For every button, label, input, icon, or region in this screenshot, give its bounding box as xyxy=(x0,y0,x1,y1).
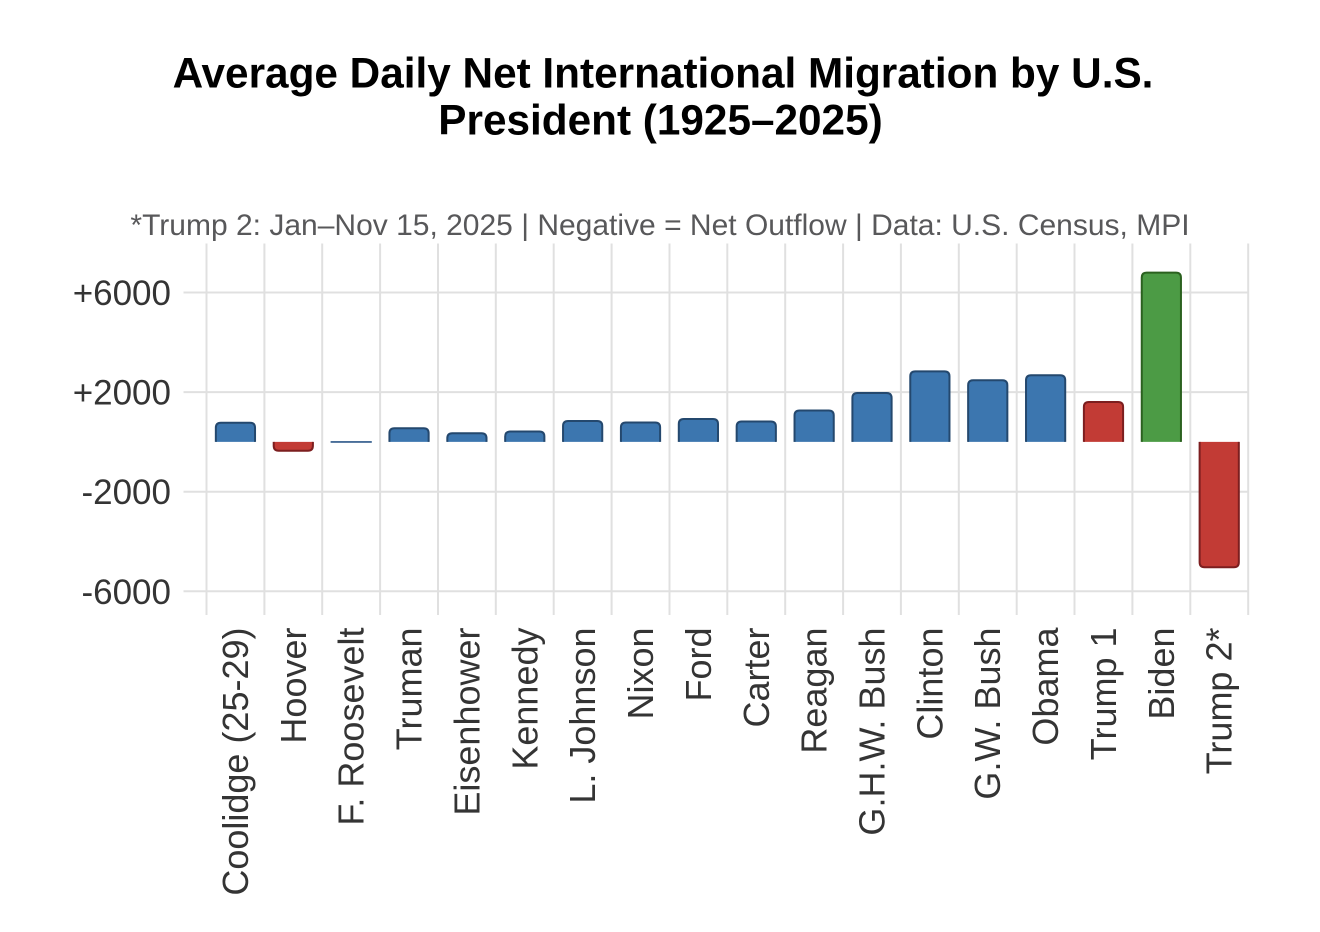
svg-text:Obama: Obama xyxy=(1025,627,1066,746)
svg-text:Ford: Ford xyxy=(678,628,719,702)
svg-text:Kennedy: Kennedy xyxy=(504,628,545,770)
svg-text:Carter: Carter xyxy=(736,628,777,728)
svg-text:Trump 2*: Trump 2* xyxy=(1199,628,1240,775)
svg-text:Truman: Truman xyxy=(389,628,430,751)
svg-text:Clinton: Clinton xyxy=(909,628,950,740)
svg-text:Trump 1: Trump 1 xyxy=(1083,628,1124,761)
svg-text:G.W. Bush: G.W. Bush xyxy=(967,628,1008,800)
svg-text:President (1925–2025): President (1925–2025) xyxy=(438,97,882,144)
svg-text:*Trump 2: Jan–Nov 15, 2025 | N: *Trump 2: Jan–Nov 15, 2025 | Negative = … xyxy=(130,209,1189,242)
svg-text:G.H.W. Bush: G.H.W. Bush xyxy=(852,628,893,836)
svg-text:+2000: +2000 xyxy=(73,374,171,413)
svg-text:Eisenhower: Eisenhower xyxy=(446,627,487,815)
svg-text:Biden: Biden xyxy=(1141,628,1182,720)
svg-text:L. Johnson: L. Johnson xyxy=(562,628,603,804)
svg-text:+6000: +6000 xyxy=(73,274,171,313)
svg-text:Average Daily Net Internationa: Average Daily Net International Migratio… xyxy=(173,50,1154,97)
svg-text:Nixon: Nixon xyxy=(620,628,661,720)
svg-text:Hoover: Hoover xyxy=(273,628,314,744)
svg-text:-6000: -6000 xyxy=(81,573,171,612)
svg-text:F. Roosevelt: F. Roosevelt xyxy=(331,628,372,826)
svg-text:Reagan: Reagan xyxy=(794,628,835,754)
svg-text:-2000: -2000 xyxy=(81,473,171,512)
svg-text:Coolidge (25-29): Coolidge (25-29) xyxy=(215,628,256,896)
